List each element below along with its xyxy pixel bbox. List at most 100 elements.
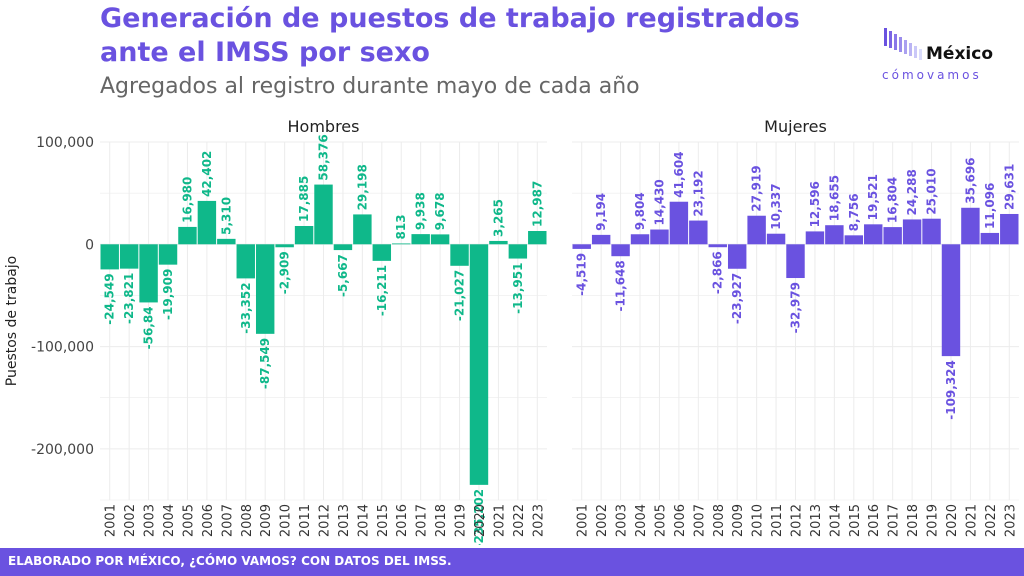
x-tick-label: 2003 xyxy=(615,504,630,537)
bar-value-label: -109,324 xyxy=(944,360,958,420)
y-tick-label: -100,000 xyxy=(31,340,94,356)
bar-hombres-2015 xyxy=(372,244,392,261)
y-tick-label: 0 xyxy=(85,237,94,253)
x-tick-label: 2014 xyxy=(828,504,843,537)
bar-hombres-2013 xyxy=(333,244,353,251)
y-tick-label: -200,000 xyxy=(31,442,94,458)
bar-hombres-2009 xyxy=(255,244,275,334)
x-tick-label: 2009 xyxy=(259,504,274,537)
logo-text-como-vamos: cómovamos xyxy=(882,68,982,82)
bar-value-label: -21,027 xyxy=(453,270,467,321)
bar-value-label: -4,519 xyxy=(575,253,589,296)
bar-value-label: -32,979 xyxy=(789,282,803,333)
bar-value-label: 9,678 xyxy=(433,192,447,230)
bar-value-label: 5,310 xyxy=(219,197,233,235)
bar-value-label: 29,198 xyxy=(355,164,369,210)
bar-mujeres-2021 xyxy=(961,207,980,245)
bar-mujeres-2013 xyxy=(805,231,825,245)
bar-mujeres-2002 xyxy=(591,234,611,245)
bar-value-label: 42,402 xyxy=(200,151,214,197)
x-tick-label: 2010 xyxy=(279,504,294,537)
bar-value-label: -23,927 xyxy=(730,273,744,324)
bar-mujeres-2016 xyxy=(864,224,883,245)
x-tick-label: 2021 xyxy=(964,504,979,537)
bar-mujeres-2009 xyxy=(727,244,747,269)
bar-value-label: -11,648 xyxy=(614,260,628,311)
bar-value-label: -13,951 xyxy=(511,263,525,314)
bar-hombres-2014 xyxy=(353,214,372,245)
x-tick-label: 2005 xyxy=(181,504,196,537)
bar-value-label: -19,909 xyxy=(161,269,175,320)
bar-hombres-2017 xyxy=(411,234,430,245)
bar-value-label: -16,211 xyxy=(375,265,389,316)
bar-mujeres-2004 xyxy=(630,234,650,245)
bar-value-label: 14,430 xyxy=(652,179,666,225)
bar-hombres-2011 xyxy=(294,225,314,245)
mexico-como-vamos-logo: México cómovamos xyxy=(882,28,1012,88)
chart-subtitle: Agregados al registro durante mayo de ca… xyxy=(100,74,640,99)
bar-hombres-2007 xyxy=(217,238,236,245)
y-axis-title: Puestos de trabajo xyxy=(4,256,20,386)
bar-value-label: -2,866 xyxy=(711,251,725,294)
bar-hombres-2019 xyxy=(450,244,469,266)
x-tick-label: 2019 xyxy=(926,504,941,537)
x-tick-label: 2021 xyxy=(492,504,507,537)
bar-value-label: -56,84 xyxy=(142,306,156,349)
bar-hombres-2001 xyxy=(100,244,119,270)
bar-value-label: 41,604 xyxy=(672,151,686,197)
bar-value-label: 9,194 xyxy=(594,193,608,231)
bar-mujeres-2007 xyxy=(689,220,708,245)
bar-value-label: 12,987 xyxy=(530,181,544,227)
x-tick-label: 2009 xyxy=(731,504,746,537)
x-tick-label: 2022 xyxy=(512,504,527,537)
x-tick-label: 2019 xyxy=(454,504,469,537)
bar-value-label: -23,821 xyxy=(122,273,136,324)
bar-mujeres-2011 xyxy=(766,233,786,245)
footer-bar: ELABORADO POR MÉXICO, ¿CÓMO VAMOS? CON D… xyxy=(0,548,1024,576)
bar-mujeres-2015 xyxy=(844,235,864,245)
bar-value-label: 8,756 xyxy=(847,193,861,231)
bar-value-label: -5,667 xyxy=(336,254,350,297)
x-tick-label: 2013 xyxy=(809,504,824,537)
x-tick-label: 2013 xyxy=(337,504,352,537)
bar-hombres-2005 xyxy=(178,226,197,245)
bar-value-label: 3,265 xyxy=(491,199,505,237)
bar-value-label: 12,596 xyxy=(808,181,822,227)
x-tick-label: 2006 xyxy=(201,504,216,537)
bar-value-label: 35,696 xyxy=(963,157,977,203)
bar-value-label: 16,804 xyxy=(886,177,900,223)
bar-value-label: 9,938 xyxy=(414,192,428,230)
bar-value-label: 16,980 xyxy=(180,177,194,223)
bar-hombres-2023 xyxy=(528,231,547,245)
bar-value-label: 23,192 xyxy=(691,170,705,216)
bar-mujeres-2001 xyxy=(572,244,591,249)
x-tick-label: 2008 xyxy=(712,504,727,537)
bar-value-label: -33,352 xyxy=(239,282,253,333)
footer-source-text: ELABORADO POR MÉXICO, ¿CÓMO VAMOS? CON D… xyxy=(8,554,452,568)
panel-title-hombres: Hombres xyxy=(288,117,360,136)
x-tick-label: 2010 xyxy=(751,504,766,537)
bar-value-label: 18,655 xyxy=(827,175,841,221)
bar-value-label: 813 xyxy=(394,214,408,239)
bar-mujeres-2019 xyxy=(922,218,941,245)
x-tick-label: 2011 xyxy=(298,504,313,537)
bar-value-label: -87,549 xyxy=(258,338,272,389)
bar-value-label: 9,804 xyxy=(633,192,647,230)
x-tick-label: 2012 xyxy=(318,504,333,537)
bar-hombres-2010 xyxy=(275,244,294,248)
bar-hombres-2012 xyxy=(314,184,333,245)
x-tick-label: 2018 xyxy=(906,504,921,537)
bar-hombres-2018 xyxy=(430,234,450,245)
bar-value-label: -235,202 xyxy=(472,489,486,545)
x-tick-label: 2022 xyxy=(984,504,999,537)
bar-hombres-2008 xyxy=(236,244,255,279)
x-tick-label: 2016 xyxy=(395,504,410,537)
bar-value-label: 29,631 xyxy=(1002,164,1016,210)
chart-title: Generación de puestos de trabajo registr… xyxy=(100,3,800,68)
x-tick-label: 2017 xyxy=(415,504,430,537)
bar-mujeres-2020 xyxy=(941,244,961,357)
x-tick-label: 2020 xyxy=(945,504,960,537)
x-tick-label: 2020 xyxy=(473,504,488,537)
bar-hombres-2021 xyxy=(489,240,508,245)
x-tick-label: 2017 xyxy=(887,504,902,537)
